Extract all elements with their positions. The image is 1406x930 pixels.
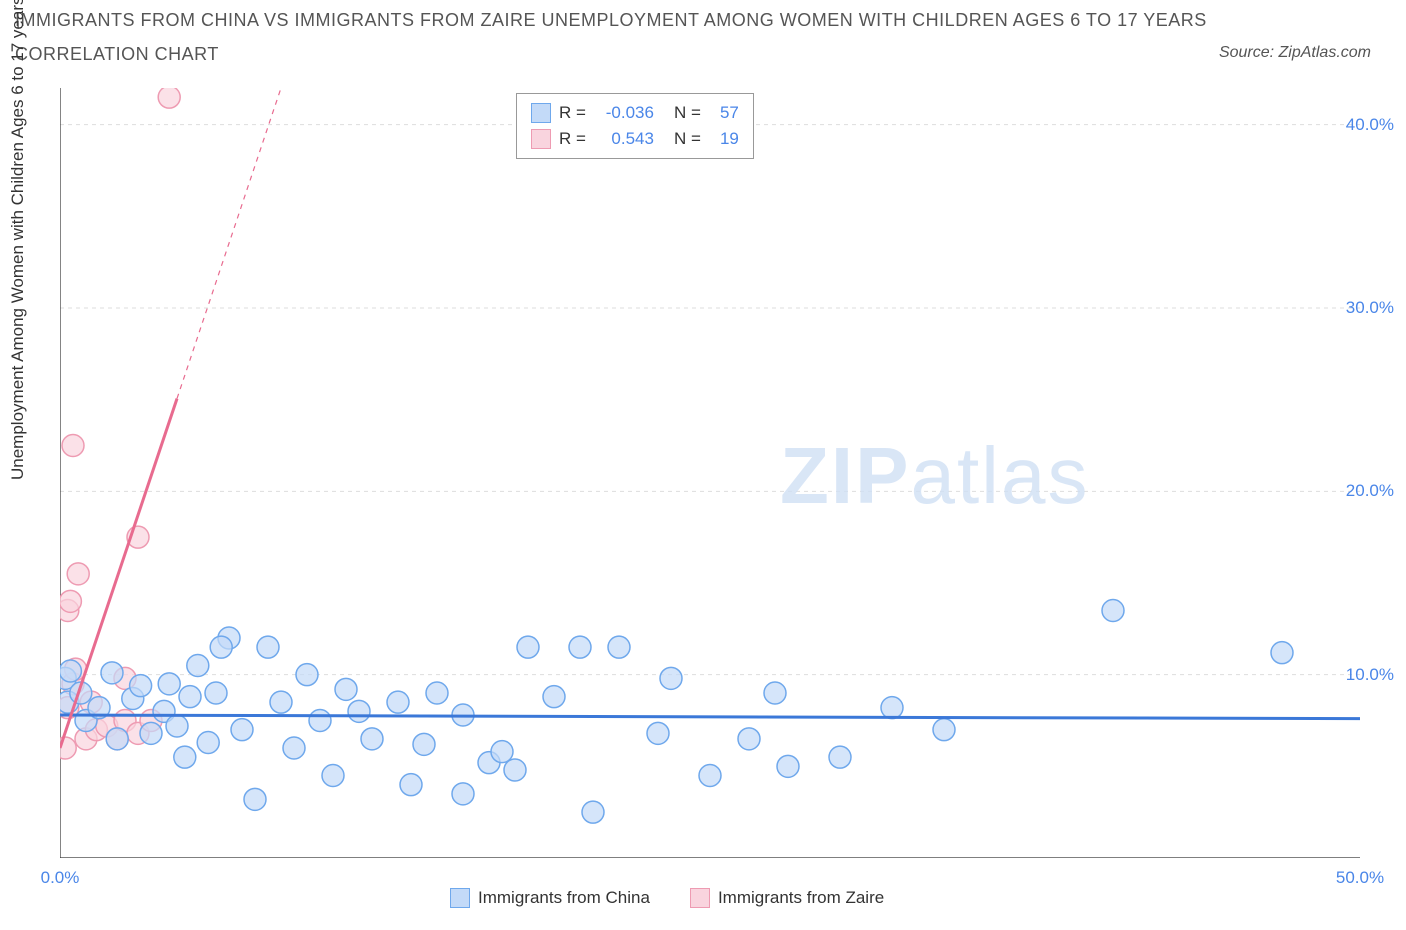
legend-series-label: Immigrants from China xyxy=(478,888,650,908)
legend-item: Immigrants from Zaire xyxy=(690,888,884,908)
y-tick-label: 10.0% xyxy=(1346,665,1394,685)
y-tick-label: 30.0% xyxy=(1346,298,1394,318)
legend-r-value: -0.036 xyxy=(594,100,654,126)
y-axis-label: Unemployment Among Women with Children A… xyxy=(8,0,28,480)
legend-r-label: R = xyxy=(559,126,586,152)
legend-n-value: 57 xyxy=(709,100,739,126)
y-tick-label: 20.0% xyxy=(1346,481,1394,501)
chart-title-line2: CORRELATION CHART xyxy=(15,44,219,65)
legend-n-label: N = xyxy=(674,100,701,126)
chart-container: IMMIGRANTS FROM CHINA VS IMMIGRANTS FROM… xyxy=(0,0,1406,930)
legend-r-label: R = xyxy=(559,100,586,126)
watermark-bold: ZIP xyxy=(780,431,910,520)
legend-swatch xyxy=(450,888,470,908)
legend-bottom: Immigrants from China Immigrants from Zai… xyxy=(450,888,884,908)
legend-stats-box: R = -0.036 N = 57 R = 0.543 N = 19 xyxy=(516,93,754,159)
source-attribution: Source: ZipAtlas.com xyxy=(1219,44,1371,62)
legend-n-value: 19 xyxy=(709,126,739,152)
legend-swatch xyxy=(690,888,710,908)
legend-swatch xyxy=(531,103,551,123)
legend-r-value: 0.543 xyxy=(594,126,654,152)
legend-stats-row: R = -0.036 N = 57 xyxy=(531,100,739,126)
chart-title-line1: IMMIGRANTS FROM CHINA VS IMMIGRANTS FROM… xyxy=(15,10,1207,31)
legend-item: Immigrants from China xyxy=(450,888,650,908)
scatter-plot xyxy=(60,88,1360,858)
legend-series-label: Immigrants from Zaire xyxy=(718,888,884,908)
x-tick-label-right: 50.0% xyxy=(1336,868,1384,888)
legend-swatch xyxy=(531,129,551,149)
watermark-light: atlas xyxy=(910,431,1089,520)
watermark: ZIPatlas xyxy=(780,430,1089,522)
legend-stats-row: R = 0.543 N = 19 xyxy=(531,126,739,152)
y-tick-label: 40.0% xyxy=(1346,115,1394,135)
x-tick-label-left: 0.0% xyxy=(41,868,80,888)
legend-n-label: N = xyxy=(674,126,701,152)
